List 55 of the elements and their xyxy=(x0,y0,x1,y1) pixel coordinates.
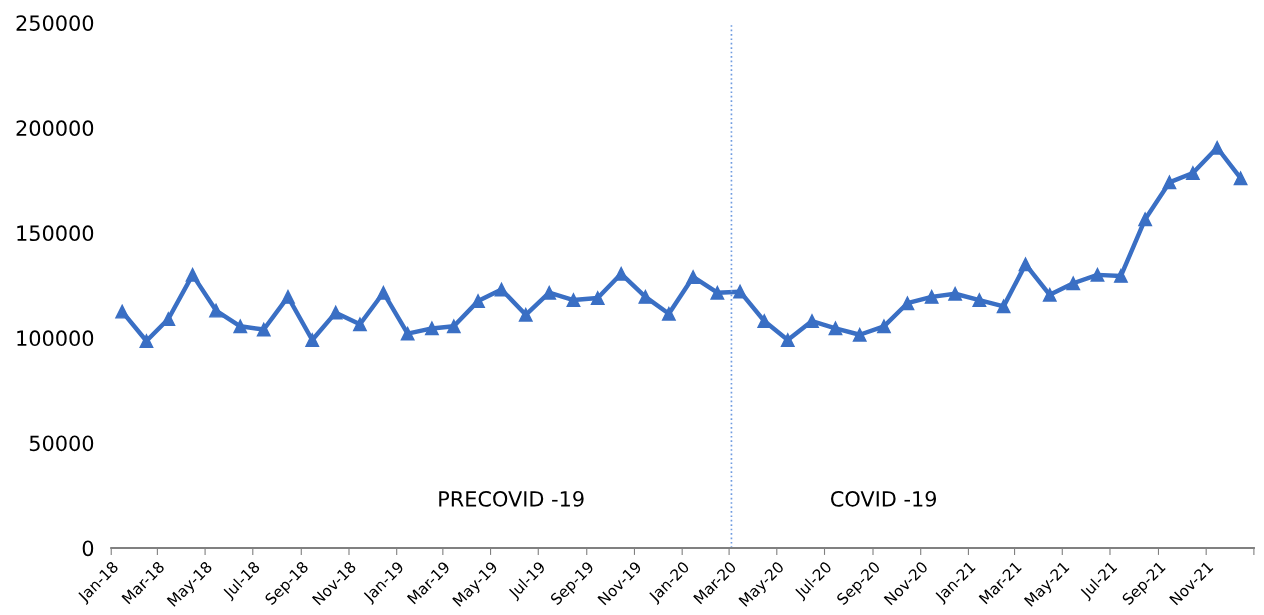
point xyxy=(710,285,725,300)
point xyxy=(233,319,248,334)
point xyxy=(1210,140,1225,155)
point xyxy=(590,291,605,305)
point xyxy=(256,322,271,337)
point xyxy=(139,334,154,348)
y-tick-label: 0 xyxy=(82,540,94,557)
point xyxy=(1233,171,1248,186)
point xyxy=(328,305,343,320)
point xyxy=(518,307,533,322)
y-tick-label: 50000 xyxy=(29,435,94,452)
point xyxy=(638,289,653,304)
point xyxy=(828,321,843,336)
point xyxy=(352,317,367,332)
point xyxy=(1113,268,1128,283)
point xyxy=(996,299,1011,314)
y-tick-label: 250000 xyxy=(16,15,94,31)
point xyxy=(471,294,485,309)
y-tick-label: 150000 xyxy=(17,225,94,242)
point xyxy=(972,293,987,308)
annotation: COVID -19 xyxy=(831,490,937,507)
point xyxy=(424,321,439,336)
point xyxy=(400,326,415,341)
point xyxy=(542,285,557,300)
point xyxy=(686,270,701,284)
point xyxy=(494,282,509,297)
annotation: PRECOVID -19 xyxy=(439,490,584,507)
point xyxy=(446,319,461,334)
y-tick-label: 100000 xyxy=(17,330,94,347)
point xyxy=(805,314,819,329)
point xyxy=(376,285,391,300)
point xyxy=(566,293,581,308)
point xyxy=(924,289,939,304)
point xyxy=(900,296,915,311)
point xyxy=(757,314,772,329)
point xyxy=(1185,166,1200,180)
point xyxy=(661,306,676,321)
point xyxy=(877,319,891,334)
point xyxy=(209,303,223,318)
point xyxy=(161,312,176,326)
point xyxy=(1018,257,1033,272)
point xyxy=(948,286,963,301)
point xyxy=(1138,212,1153,227)
point xyxy=(185,267,200,282)
point xyxy=(1042,287,1057,302)
point xyxy=(305,333,320,347)
point xyxy=(1066,276,1081,291)
point xyxy=(1090,267,1105,282)
point xyxy=(281,289,295,304)
y-tick-label: 200000 xyxy=(16,120,94,137)
point xyxy=(115,304,130,319)
point xyxy=(733,284,747,299)
point xyxy=(1162,175,1177,190)
point xyxy=(852,327,867,342)
point xyxy=(780,333,795,347)
